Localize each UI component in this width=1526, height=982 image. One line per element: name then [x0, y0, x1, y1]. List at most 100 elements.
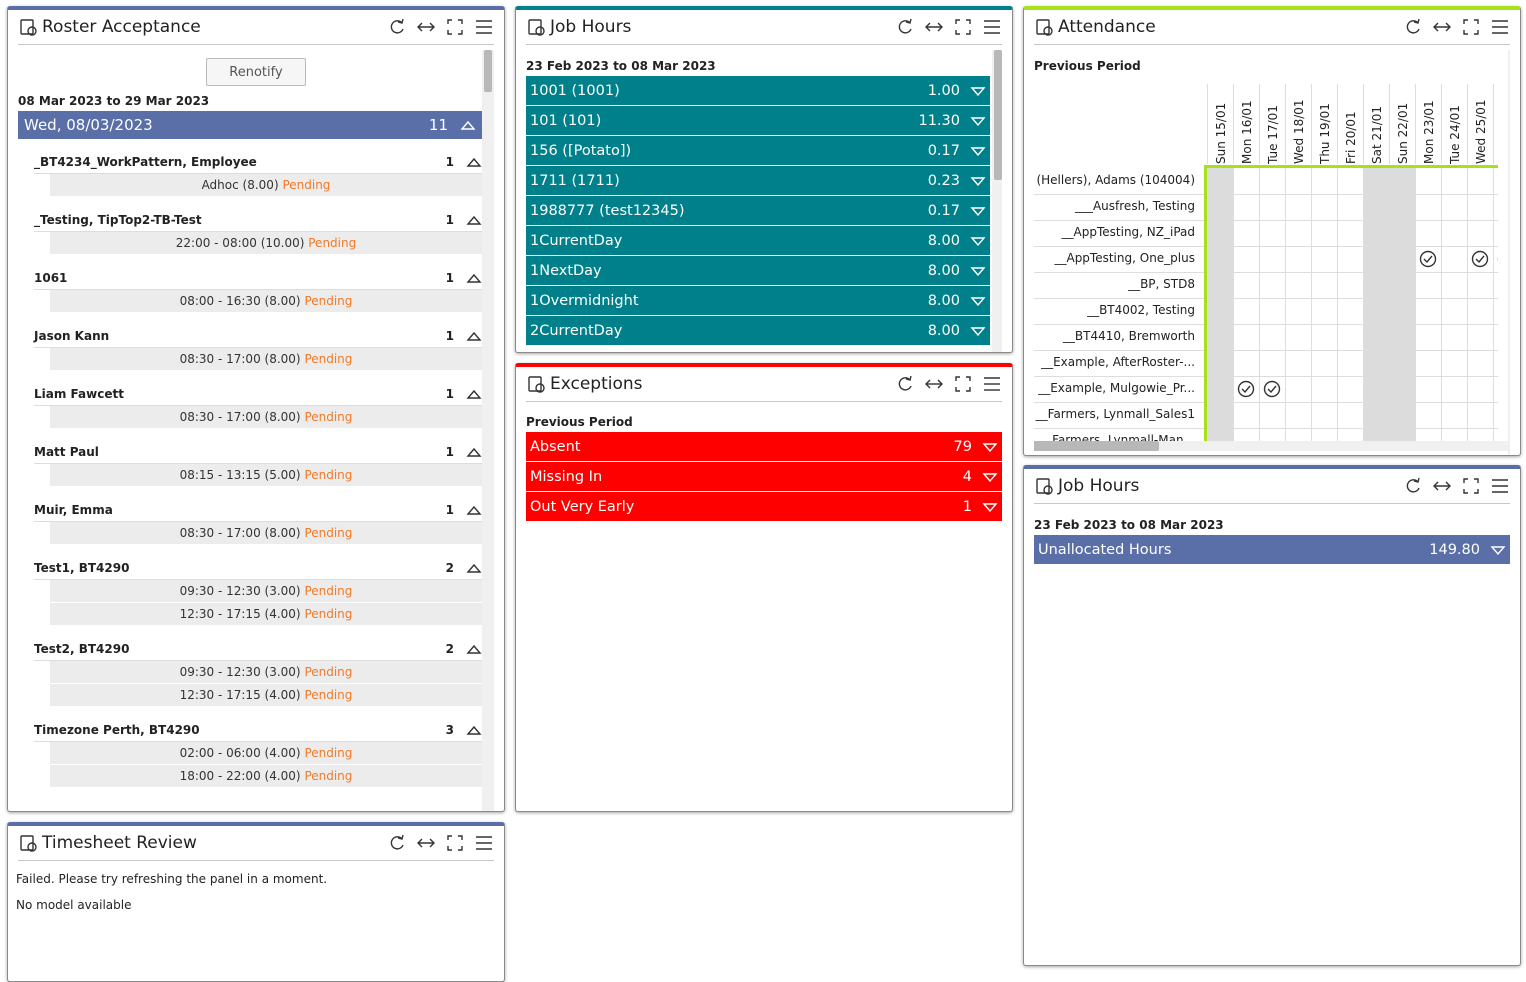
shift-row: 08:15 - 13:15 (5.00) Pending [50, 464, 482, 487]
summary-row[interactable]: 156 ([Potato]) 0.17 [526, 136, 990, 165]
present-check-part [1263, 380, 1281, 398]
maximize-button[interactable] [953, 374, 973, 394]
summary-row[interactable]: Missing In 4 [526, 462, 1002, 491]
collapse-caret[interactable] [460, 120, 476, 130]
collapse-caret[interactable] [466, 563, 482, 573]
employee-row[interactable]: 1061 1 [34, 267, 482, 290]
subtitle: Previous Period [526, 415, 633, 429]
maximize-button[interactable] [1461, 17, 1481, 37]
refresh-button[interactable] [895, 374, 915, 394]
shift-time: 08:30 - 17:00 (8.00) [179, 526, 301, 540]
employee-row[interactable]: Jason Kann 1 [34, 325, 482, 348]
attendance-grid: Sun 15/01 Mon 16/01 Tue 17/01 Wed 18/01 Thu … [1034, 80, 1498, 442]
expand-caret[interactable] [970, 146, 986, 156]
resize-button[interactable] [416, 17, 436, 37]
collapse-caret[interactable] [466, 447, 482, 457]
summary-row[interactable]: 2CurrentDay 8.00 [526, 316, 990, 345]
panel-icon [20, 19, 37, 36]
collapse-caret[interactable] [466, 331, 482, 341]
resize-button[interactable] [924, 17, 944, 37]
collapse-caret[interactable] [466, 644, 482, 654]
collapse-caret[interactable] [466, 505, 482, 515]
refresh-button[interactable] [1403, 476, 1423, 496]
expand-caret[interactable] [1490, 545, 1506, 555]
employee-row[interactable]: _BT4234_WorkPattern, Employee 1 [34, 151, 482, 174]
resize-button-part [429, 838, 435, 848]
refresh-button[interactable] [895, 17, 915, 37]
menu-button[interactable] [474, 833, 494, 853]
expand-caret[interactable] [970, 206, 986, 216]
maximize-button-part [1474, 19, 1479, 24]
row-line [1034, 298, 1498, 299]
collapse-caret[interactable] [466, 157, 482, 167]
refresh-button-part [397, 18, 404, 24]
shift-row: 09:30 - 12:30 (3.00) Pending [50, 661, 482, 684]
summary-row[interactable]: 1CurrentDay 8.00 [526, 226, 990, 255]
summary-row[interactable]: 1NextDay 8.00 [526, 256, 990, 285]
summary-row[interactable]: Out Very Early 1 [526, 492, 1002, 521]
expand-caret[interactable] [982, 472, 998, 482]
employee-name: ___Ausfresh, Testing [1074, 199, 1195, 213]
column-cells [1285, 168, 1312, 442]
column-label: Tue 24/01 [1448, 105, 1462, 164]
summary-row[interactable]: 101 (101) 11.30 [526, 106, 990, 135]
employee-row[interactable]: Test1, BT4290 2 [34, 557, 482, 580]
menu-button[interactable] [1490, 476, 1510, 496]
summary-row[interactable]: 1001 (1001) 1.00 [526, 76, 990, 105]
resize-button[interactable] [924, 374, 944, 394]
maximize-button-part [1463, 19, 1468, 24]
menu-button[interactable] [474, 17, 494, 37]
refresh-button[interactable] [387, 833, 407, 853]
summary-row[interactable]: 1711 (1711) 0.23 [526, 166, 990, 195]
employee-row[interactable]: Test2, BT4290 2 [34, 638, 482, 661]
resize-button[interactable] [416, 833, 436, 853]
summary-row[interactable]: 1Overmidnight 8.00 [526, 286, 990, 315]
expand-caret[interactable] [970, 176, 986, 186]
shift-time: 08:15 - 13:15 (5.00) [179, 468, 301, 482]
expand-caret-part [982, 472, 998, 482]
collapse-caret[interactable] [466, 273, 482, 283]
expand-caret[interactable] [970, 296, 986, 306]
refresh-button[interactable] [1403, 17, 1423, 37]
resize-button[interactable] [1432, 476, 1452, 496]
collapse-caret[interactable] [466, 389, 482, 399]
employee-row[interactable]: Muir, Emma 1 [34, 499, 482, 522]
menu-button[interactable] [1490, 17, 1510, 37]
expand-caret[interactable] [982, 442, 998, 452]
employee-row[interactable]: Liam Fawcett 1 [34, 383, 482, 406]
shift-status: Pending [304, 607, 353, 621]
maximize-button[interactable] [445, 833, 465, 853]
expand-caret[interactable] [970, 116, 986, 126]
renotify-button[interactable]: Renotify [206, 58, 306, 86]
collapse-caret-part [466, 644, 482, 654]
shift-count: 1 [445, 155, 454, 169]
expand-caret[interactable] [982, 502, 998, 512]
employee-row[interactable]: Timezone Perth, BT4290 3 [34, 719, 482, 742]
day-header[interactable]: Wed, 08/03/2023 11 [18, 111, 482, 139]
menu-button[interactable] [982, 374, 1002, 394]
refresh-button[interactable] [387, 17, 407, 37]
panel-icon-part [27, 26, 37, 36]
maximize-button[interactable] [445, 17, 465, 37]
present-check-part [1241, 385, 1251, 394]
employee-list: _BT4234_WorkPattern, Employee 1 Adhoc (8.0… [18, 151, 494, 788]
employee: Timezone Perth, BT4290 3 02:00 - 06:00 (4.… [34, 719, 482, 788]
employee-name: _Testing, TipTop2-TB-Test [34, 213, 202, 227]
employee-name: Muir, Emma [34, 503, 113, 517]
summary-row[interactable]: Unallocated Hours 149.80 [1034, 535, 1510, 564]
maximize-button[interactable] [953, 17, 973, 37]
summary-row[interactable]: 1988777 (test12345) 0.17 [526, 196, 990, 225]
resize-button[interactable] [1432, 17, 1452, 37]
employee-row[interactable]: _Testing, TipTop2-TB-Test 1 [34, 209, 482, 232]
maximize-button[interactable] [1461, 476, 1481, 496]
expand-caret[interactable] [970, 86, 986, 96]
collapse-caret[interactable] [466, 725, 482, 735]
employee-row[interactable]: Matt Paul 1 [34, 441, 482, 464]
summary-row[interactable]: Absent 79 [526, 432, 1002, 461]
collapse-caret[interactable] [466, 215, 482, 225]
menu-button[interactable] [982, 17, 1002, 37]
expand-caret[interactable] [970, 266, 986, 276]
expand-caret[interactable] [970, 326, 986, 336]
panel: Exceptions Previous Period Absent 79 Missing… [515, 363, 1013, 812]
expand-caret[interactable] [970, 236, 986, 246]
